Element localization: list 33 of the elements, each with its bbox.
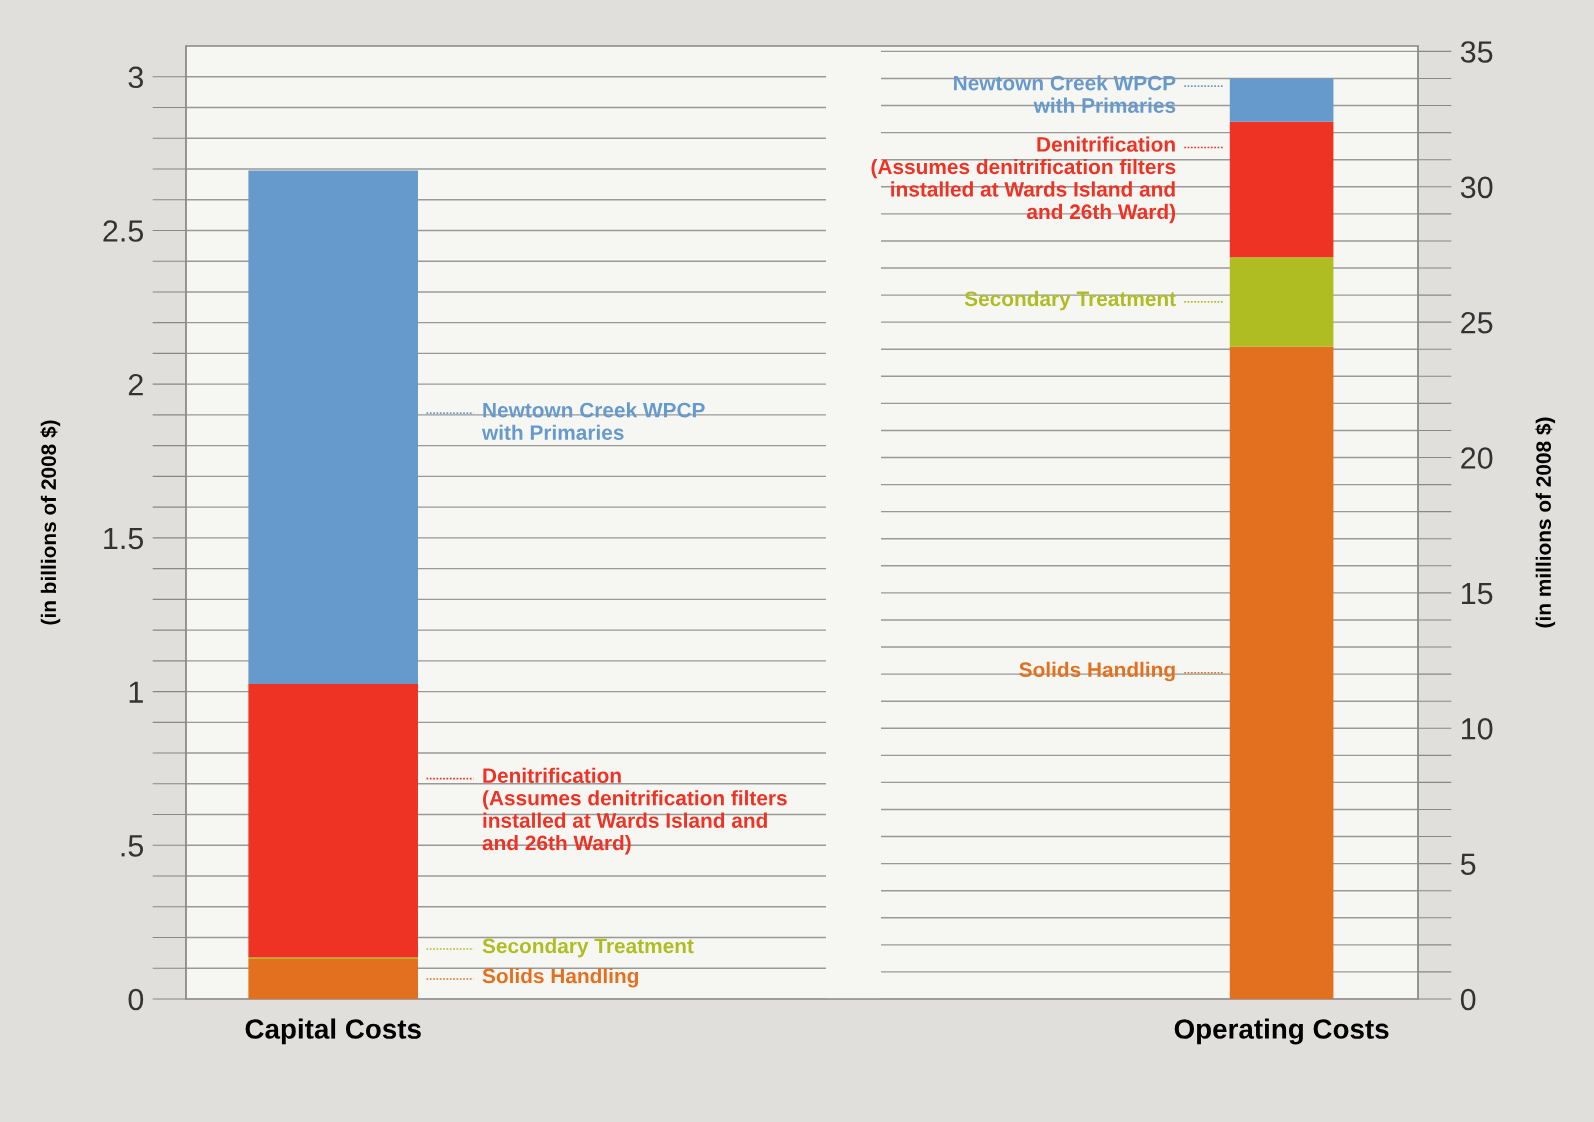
legend-label: Secondary Treatment [482, 938, 694, 958]
bar [1229, 121, 1334, 258]
y-tick-label: 30 [1460, 176, 1493, 199]
y-axis-title: (in billions of 2008 $) [40, 420, 61, 625]
bar [1229, 257, 1334, 347]
y-tick-label: 0 [128, 988, 144, 1011]
legend-label: Denitrification (Assumes denitrification filters installed at Wards Island and and 26th Ward) [482, 767, 787, 855]
y-tick-label: 3 [128, 66, 143, 89]
y-tick-label: 5 [1460, 853, 1476, 875]
y-tick-label: .5 [121, 835, 144, 857]
bar [1229, 346, 1334, 999]
y-tick-label: 25 [1461, 311, 1493, 334]
y-tick-label: 20 [1461, 447, 1493, 469]
legend-label: Solids Handling [482, 968, 639, 988]
y-tick-label: 2 [128, 373, 143, 396]
y-tick-label: 2.5 [103, 220, 144, 242]
x-tick-label: Capital Costs [245, 1018, 421, 1045]
y-tick-label: 1 [129, 681, 143, 703]
legend-label: Newtown Creek WPCP with Primaries [481, 402, 705, 440]
bar [248, 683, 418, 958]
y-tick-label: 0 [1460, 988, 1476, 1011]
y-axis-title: (in millions of 2008 $) [1535, 417, 1556, 628]
y-tick-label: 35 [1460, 41, 1493, 63]
bar [248, 170, 418, 684]
legend-label: Denitrification (Assumes denitrification filters installed at Wards Island and and 26th Ward) [871, 136, 1176, 224]
y-tick-label: 10 [1462, 718, 1493, 740]
bar [248, 959, 418, 999]
y-tick-label: 1.5 [104, 527, 144, 550]
y-tick-label: 15 [1462, 582, 1493, 605]
x-tick-label: Operating Costs [1174, 1018, 1389, 1045]
bar [1229, 78, 1334, 122]
legend-label: Secondary Treatment [964, 290, 1176, 311]
legend-label: Solids Handling [1019, 661, 1175, 682]
